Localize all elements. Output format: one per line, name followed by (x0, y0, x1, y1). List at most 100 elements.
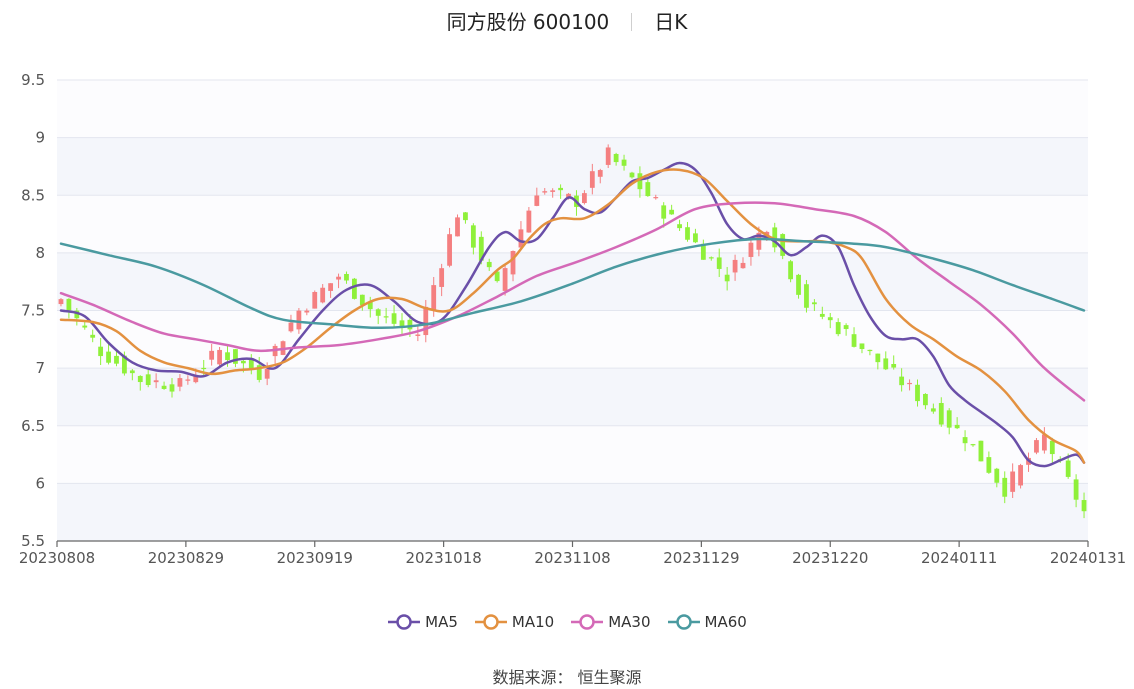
candle-body (217, 349, 222, 365)
candle-body (1034, 440, 1039, 453)
x-axis: 20230808 20230829 20230919 20231018 20231108… (19, 540, 1126, 567)
candle-body (756, 232, 762, 250)
candle-body (716, 257, 722, 269)
candle (169, 378, 175, 398)
candle (915, 379, 920, 407)
plot-background-bands (57, 80, 1088, 541)
candle-body (867, 349, 873, 352)
candle (653, 194, 659, 200)
candle-body (986, 457, 992, 473)
candle-body (542, 191, 548, 193)
legend-label: MA10 (511, 613, 555, 631)
candlestick-chart: 5.566.577.588.599.5 20230808 20230829 2023… (19, 71, 1126, 567)
candle (494, 270, 500, 283)
candle (58, 298, 64, 307)
candle (288, 314, 294, 333)
candle-body (1018, 465, 1023, 486)
legend-item-ma60[interactable]: MA60 (667, 613, 747, 631)
candle (693, 228, 698, 244)
candle (1018, 463, 1023, 489)
candle-body (534, 195, 540, 206)
candle-body (835, 322, 841, 335)
candle-body (613, 153, 619, 163)
candle (669, 204, 675, 215)
candle-body (550, 190, 556, 192)
candle-body (510, 250, 516, 275)
candle (962, 430, 968, 452)
legend-item-ma10[interactable]: MA10 (474, 613, 554, 631)
candle-body (90, 334, 96, 338)
candle (613, 152, 619, 166)
candle-body (145, 374, 151, 386)
legend-item-ma5[interactable]: MA5 (387, 613, 458, 631)
candle-body (455, 217, 460, 237)
candle-body (637, 173, 643, 190)
candle-body (772, 227, 778, 248)
legend-item-ma30[interactable]: MA30 (570, 613, 651, 631)
candle-body (264, 368, 270, 379)
candle (1034, 437, 1039, 455)
candle (312, 290, 318, 309)
candle-body (566, 193, 571, 198)
candle-body (114, 355, 119, 364)
candle-body (645, 182, 651, 197)
candle (526, 207, 532, 233)
candle-body (486, 261, 492, 268)
line-ma10 (59, 168, 1086, 464)
candle-body (296, 310, 302, 330)
x-tick-label: 20231018 (405, 549, 481, 567)
candle-body (58, 299, 64, 305)
candle-body (240, 360, 246, 364)
candle (248, 354, 254, 375)
candle-body (748, 242, 754, 257)
candle (581, 190, 587, 205)
chart-title-period: 日K (654, 10, 688, 34)
candle-body (233, 349, 238, 364)
x-tick-label: 20240111 (921, 549, 997, 567)
candle-body (256, 365, 262, 380)
candles (58, 144, 1087, 519)
candle (486, 258, 492, 271)
candle (106, 342, 111, 365)
legend-label: MA30 (608, 613, 651, 631)
legend-marker-icon (474, 614, 507, 630)
legend-label: MA60 (704, 613, 747, 631)
candle-body (685, 227, 690, 240)
y-tick-label: 8 (35, 244, 45, 262)
candle-body (74, 310, 80, 319)
candle-body (391, 313, 397, 324)
candle (589, 163, 595, 195)
candle-body (843, 325, 849, 330)
candle-body (605, 147, 611, 165)
candle (621, 154, 627, 171)
candle (66, 298, 72, 319)
y-tick-label: 6.5 (21, 417, 45, 435)
candle (891, 355, 897, 370)
candle-body (827, 317, 833, 321)
candle-body (693, 233, 698, 243)
candle-body (732, 259, 738, 273)
candle (835, 318, 841, 337)
candle (827, 312, 833, 329)
candle-body (740, 262, 746, 269)
candle (463, 212, 468, 224)
candle (1041, 427, 1047, 454)
candle (907, 379, 912, 391)
candle (129, 369, 135, 381)
candle (518, 221, 524, 249)
candle (550, 188, 556, 198)
candle (772, 222, 778, 253)
candle (796, 273, 801, 299)
candle (439, 263, 445, 297)
candle-body (153, 380, 159, 383)
candle-body (907, 382, 912, 385)
candle (637, 166, 643, 198)
candle-body (407, 319, 413, 330)
candle-body (122, 355, 127, 374)
candle-body (399, 320, 405, 327)
candle-body (423, 306, 429, 336)
candle (137, 375, 143, 391)
candle-body (962, 437, 968, 444)
candle (399, 313, 405, 336)
candle (328, 283, 334, 298)
